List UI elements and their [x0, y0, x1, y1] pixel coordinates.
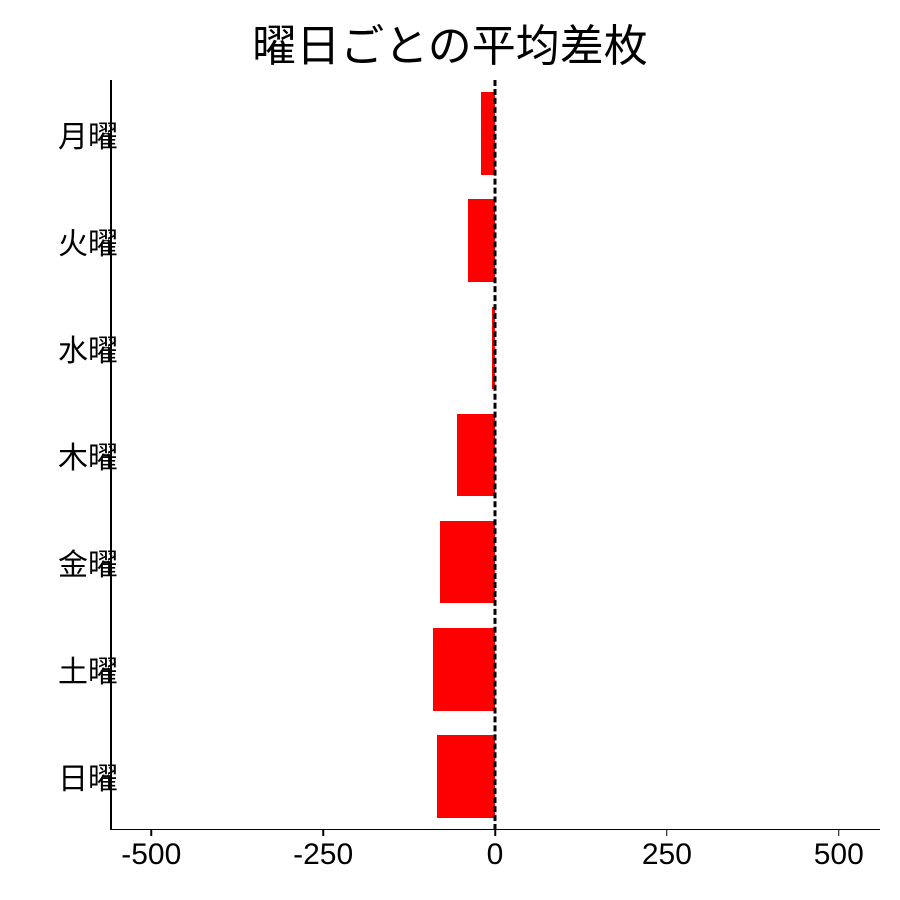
y-tick-label: 土曜 [58, 647, 118, 691]
x-tick-mark [838, 830, 840, 836]
plot-area [110, 80, 880, 830]
chart-container: 曜日ごとの平均差枚 月曜火曜水曜木曜金曜土曜日曜 -500 -250 0 250 500 [0, 0, 900, 900]
x-tick-mark [494, 830, 496, 836]
x-tick-label: 250 [642, 838, 692, 872]
y-tick-label: 日曜 [58, 754, 118, 798]
x-tick-label: 500 [814, 838, 864, 872]
x-tick-label: -500 [121, 838, 181, 872]
x-tick-label: -250 [293, 838, 353, 872]
y-tick-label: 木曜 [58, 433, 118, 477]
zero-reference-line [494, 80, 497, 830]
bar [440, 521, 495, 604]
y-tick-label: 金曜 [58, 540, 118, 584]
y-tick-label: 月曜 [58, 112, 118, 156]
x-tick-label: 0 [487, 838, 504, 872]
bar [433, 628, 495, 711]
bar [457, 414, 495, 497]
x-tick-mark [151, 830, 153, 836]
y-tick-label: 火曜 [58, 219, 118, 263]
x-tick-mark [666, 830, 668, 836]
bar [437, 735, 495, 818]
y-tick-label: 水曜 [58, 326, 118, 370]
bar [468, 199, 496, 282]
x-tick-mark [322, 830, 324, 836]
chart-title: 曜日ごとの平均差枚 [0, 10, 900, 74]
